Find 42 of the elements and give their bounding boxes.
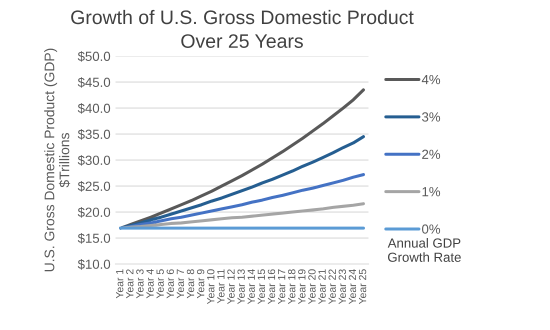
x-tick-label: Year 13 xyxy=(237,269,245,304)
x-tick-label: Year 15 xyxy=(258,269,266,304)
x-tick-label: Year 8 xyxy=(186,269,194,298)
x-tick-label: Year 14 xyxy=(248,269,255,304)
legend-label: 3% xyxy=(422,112,440,122)
y-axis-title: U.S. Gross Domestic Product (GDP) $Trillions xyxy=(44,48,70,272)
y-tick-label: $35.0 xyxy=(78,129,110,140)
x-tick-label: Year 1 xyxy=(116,269,124,298)
x-tick-label: Year 4 xyxy=(146,269,154,298)
x-tick-label: Year 12 xyxy=(227,269,235,304)
y-tick-label: $40.0 xyxy=(78,103,110,114)
y-tick-label: $20.0 xyxy=(78,207,110,218)
x-tick-label: Year 3 xyxy=(136,269,144,298)
x-tick-label: Year 2 xyxy=(126,269,134,298)
x-tick-label: Year 6 xyxy=(166,269,174,298)
x-tick-label: Year 23 xyxy=(338,269,346,304)
x-tick-label: Year 17 xyxy=(278,269,286,304)
x-tick-label: Year 22 xyxy=(328,269,336,304)
x-tick-label: Year 24 xyxy=(348,269,356,304)
x-tick-label: Year 25 xyxy=(358,269,366,304)
x-tick-label: Year 5 xyxy=(156,269,164,298)
legend-label: 2% xyxy=(422,150,440,159)
x-tick-label: Year 19 xyxy=(298,269,306,304)
y-tick-label: $10.0 xyxy=(78,259,110,270)
legend-label: 1% xyxy=(422,187,440,196)
x-tick-label: Year 10 xyxy=(207,269,214,304)
x-tick-label: Year 16 xyxy=(268,269,276,304)
legend-label: 4% xyxy=(422,74,440,84)
x-tick-label: Year 11 xyxy=(217,269,225,304)
chart-title: Growth of U.S. Gross Domestic Product Over 25 Years xyxy=(71,10,414,48)
legend-label: 0% xyxy=(422,224,440,234)
y-tick-label: $45.0 xyxy=(78,77,110,88)
y-tick-label: $15.0 xyxy=(78,233,110,244)
y-tick-label: $50.0 xyxy=(78,51,110,62)
x-tick-label: Year 7 xyxy=(176,269,184,298)
x-tick-label: Year 21 xyxy=(318,269,326,304)
x-tick-label: Year 20 xyxy=(308,269,316,304)
y-tick-label: $30.0 xyxy=(78,155,110,166)
legend-title: Annual GDP Growth Rate xyxy=(388,238,461,262)
x-tick-label: Year 9 xyxy=(196,269,204,298)
x-tick-label: Year 18 xyxy=(288,269,296,304)
y-tick-label: $25.0 xyxy=(78,181,110,192)
